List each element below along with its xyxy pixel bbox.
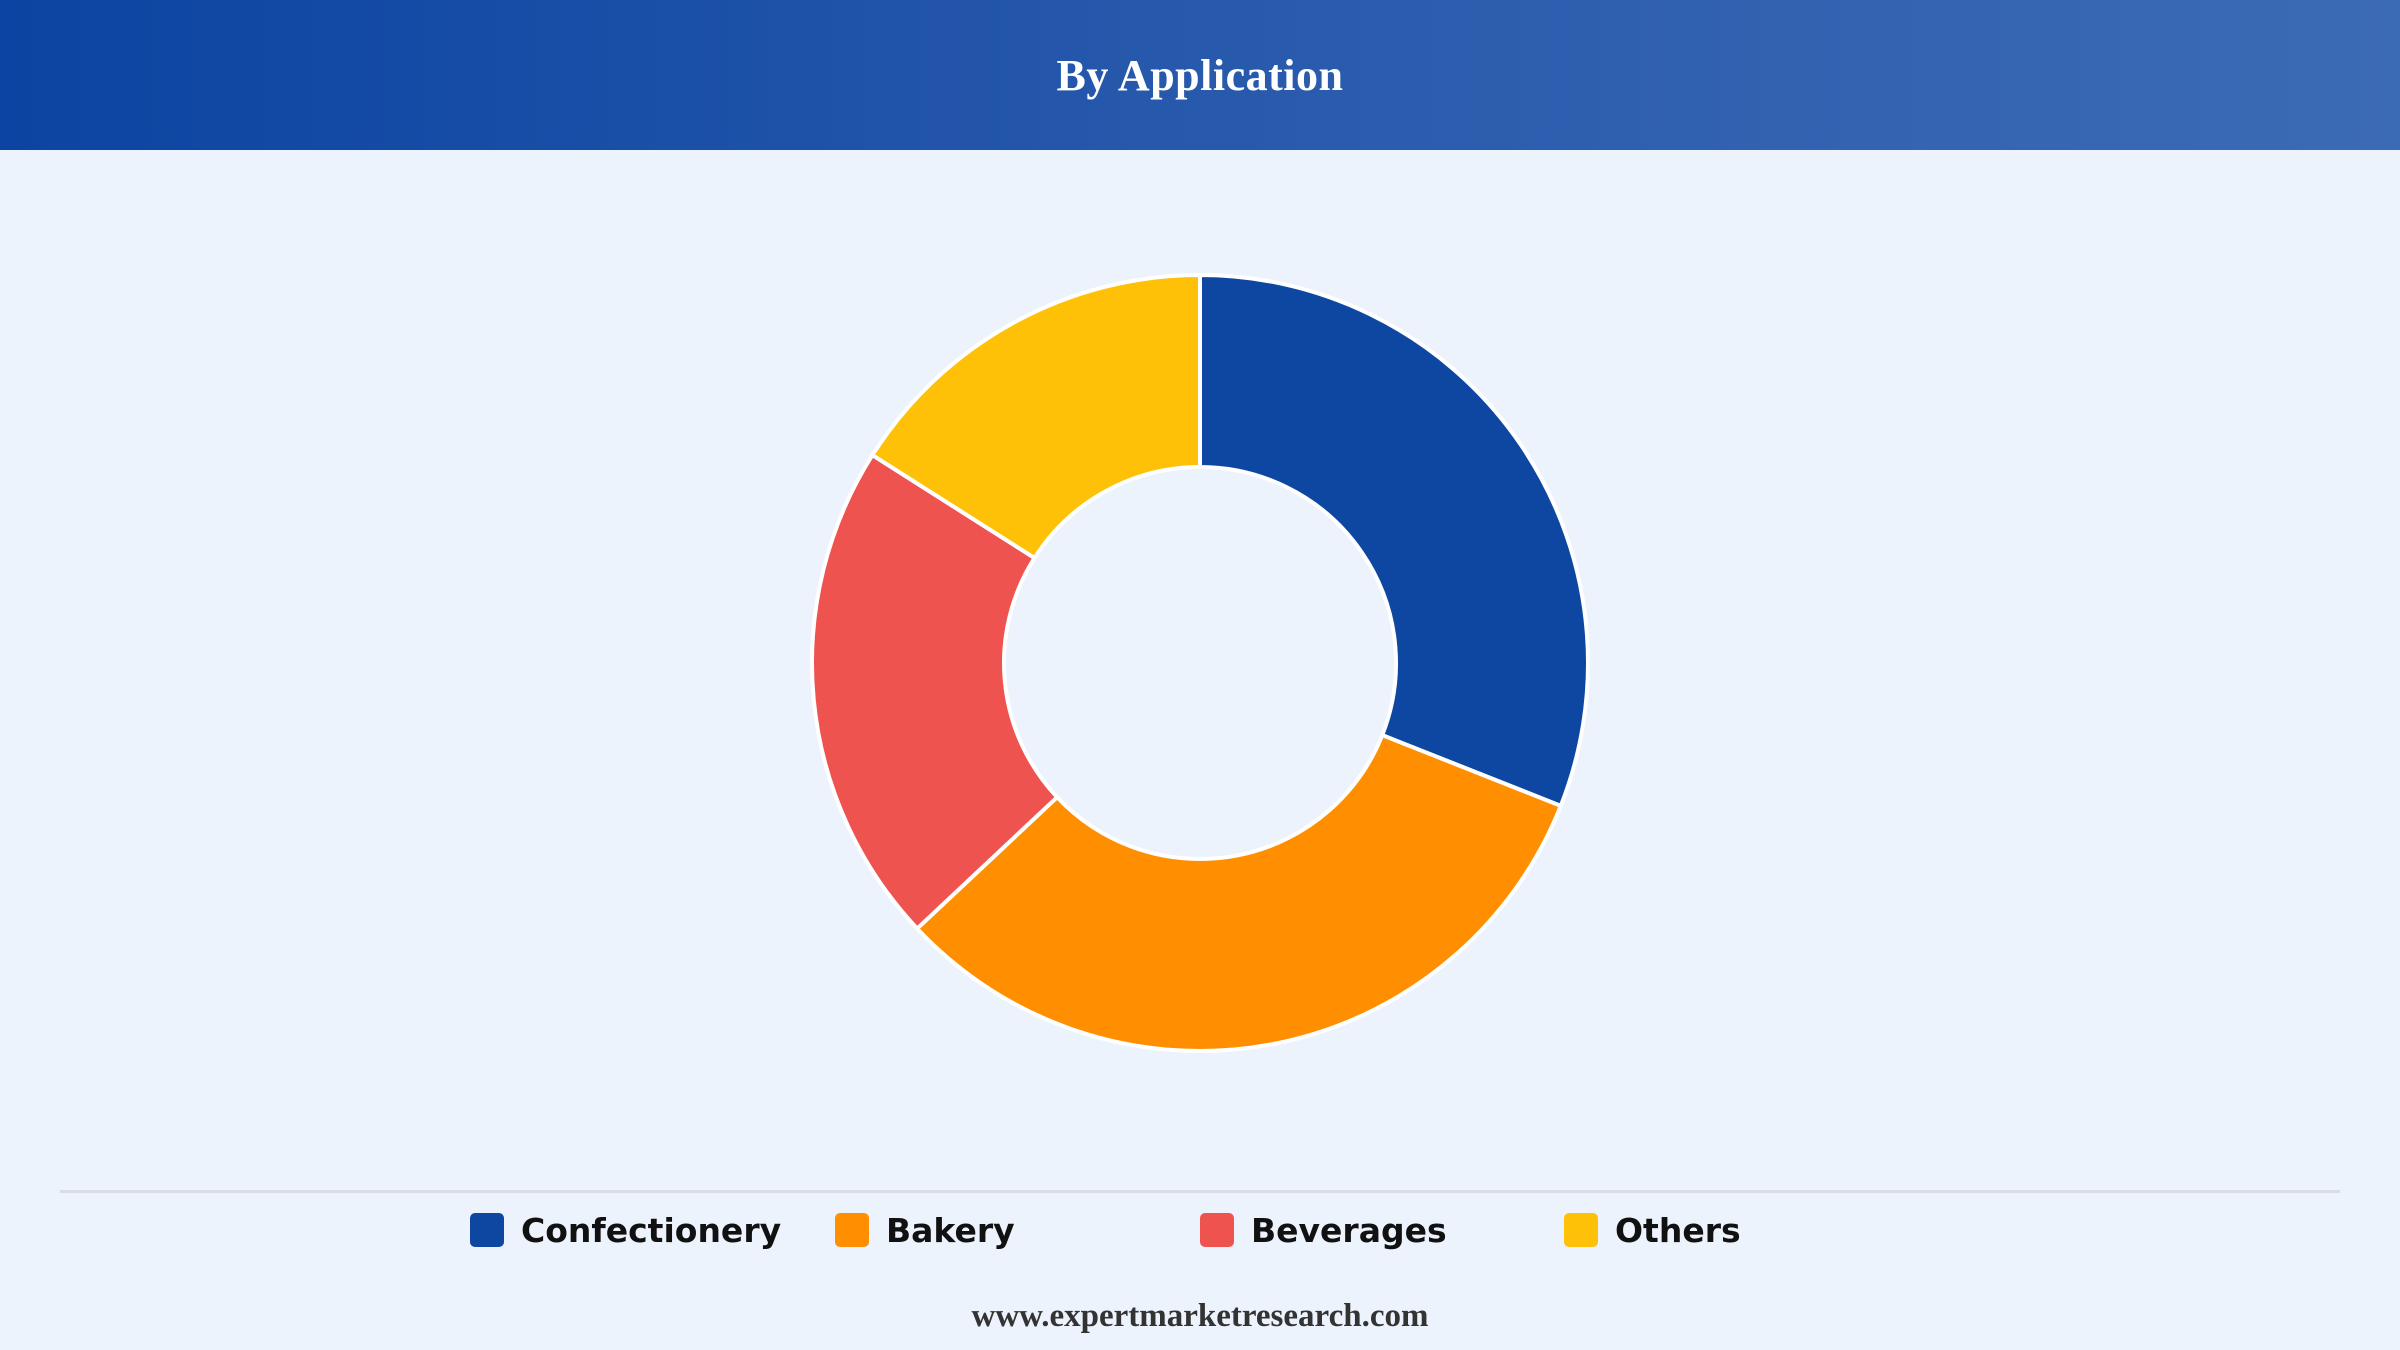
legend-label-beverages: Beverages — [1251, 1210, 1447, 1250]
legend-item-confectionery: Confectionery — [470, 1210, 781, 1250]
legend-label-bakery: Bakery — [886, 1210, 1015, 1250]
chart-area — [0, 150, 2400, 1190]
donut-slice-bakery — [915, 733, 1563, 1053]
legend-swatch-beverages — [1200, 1213, 1234, 1247]
donut-slice-others — [870, 273, 1202, 560]
legend-item-others: Others — [1564, 1210, 1741, 1250]
donut-slice-beverages — [810, 453, 1060, 931]
legend-label-others: Others — [1615, 1210, 1741, 1250]
legend-swatch-confectionery — [470, 1213, 504, 1247]
donut-chart — [810, 273, 1590, 1053]
header-bar: By Application — [0, 0, 2400, 150]
source-url: www.expertmarketresearch.com — [971, 1298, 1429, 1334]
legend-item-beverages: Beverages — [1200, 1210, 1447, 1250]
legend-swatch-bakery — [835, 1213, 869, 1247]
legend-divider — [60, 1190, 2340, 1193]
legend-swatch-others — [1564, 1213, 1598, 1247]
legend-label-confectionery: Confectionery — [521, 1210, 782, 1250]
donut-slice-confectionery — [1198, 273, 1590, 808]
chart-title: By Application — [1056, 50, 1344, 100]
legend-item-bakery: Bakery — [835, 1210, 1015, 1250]
